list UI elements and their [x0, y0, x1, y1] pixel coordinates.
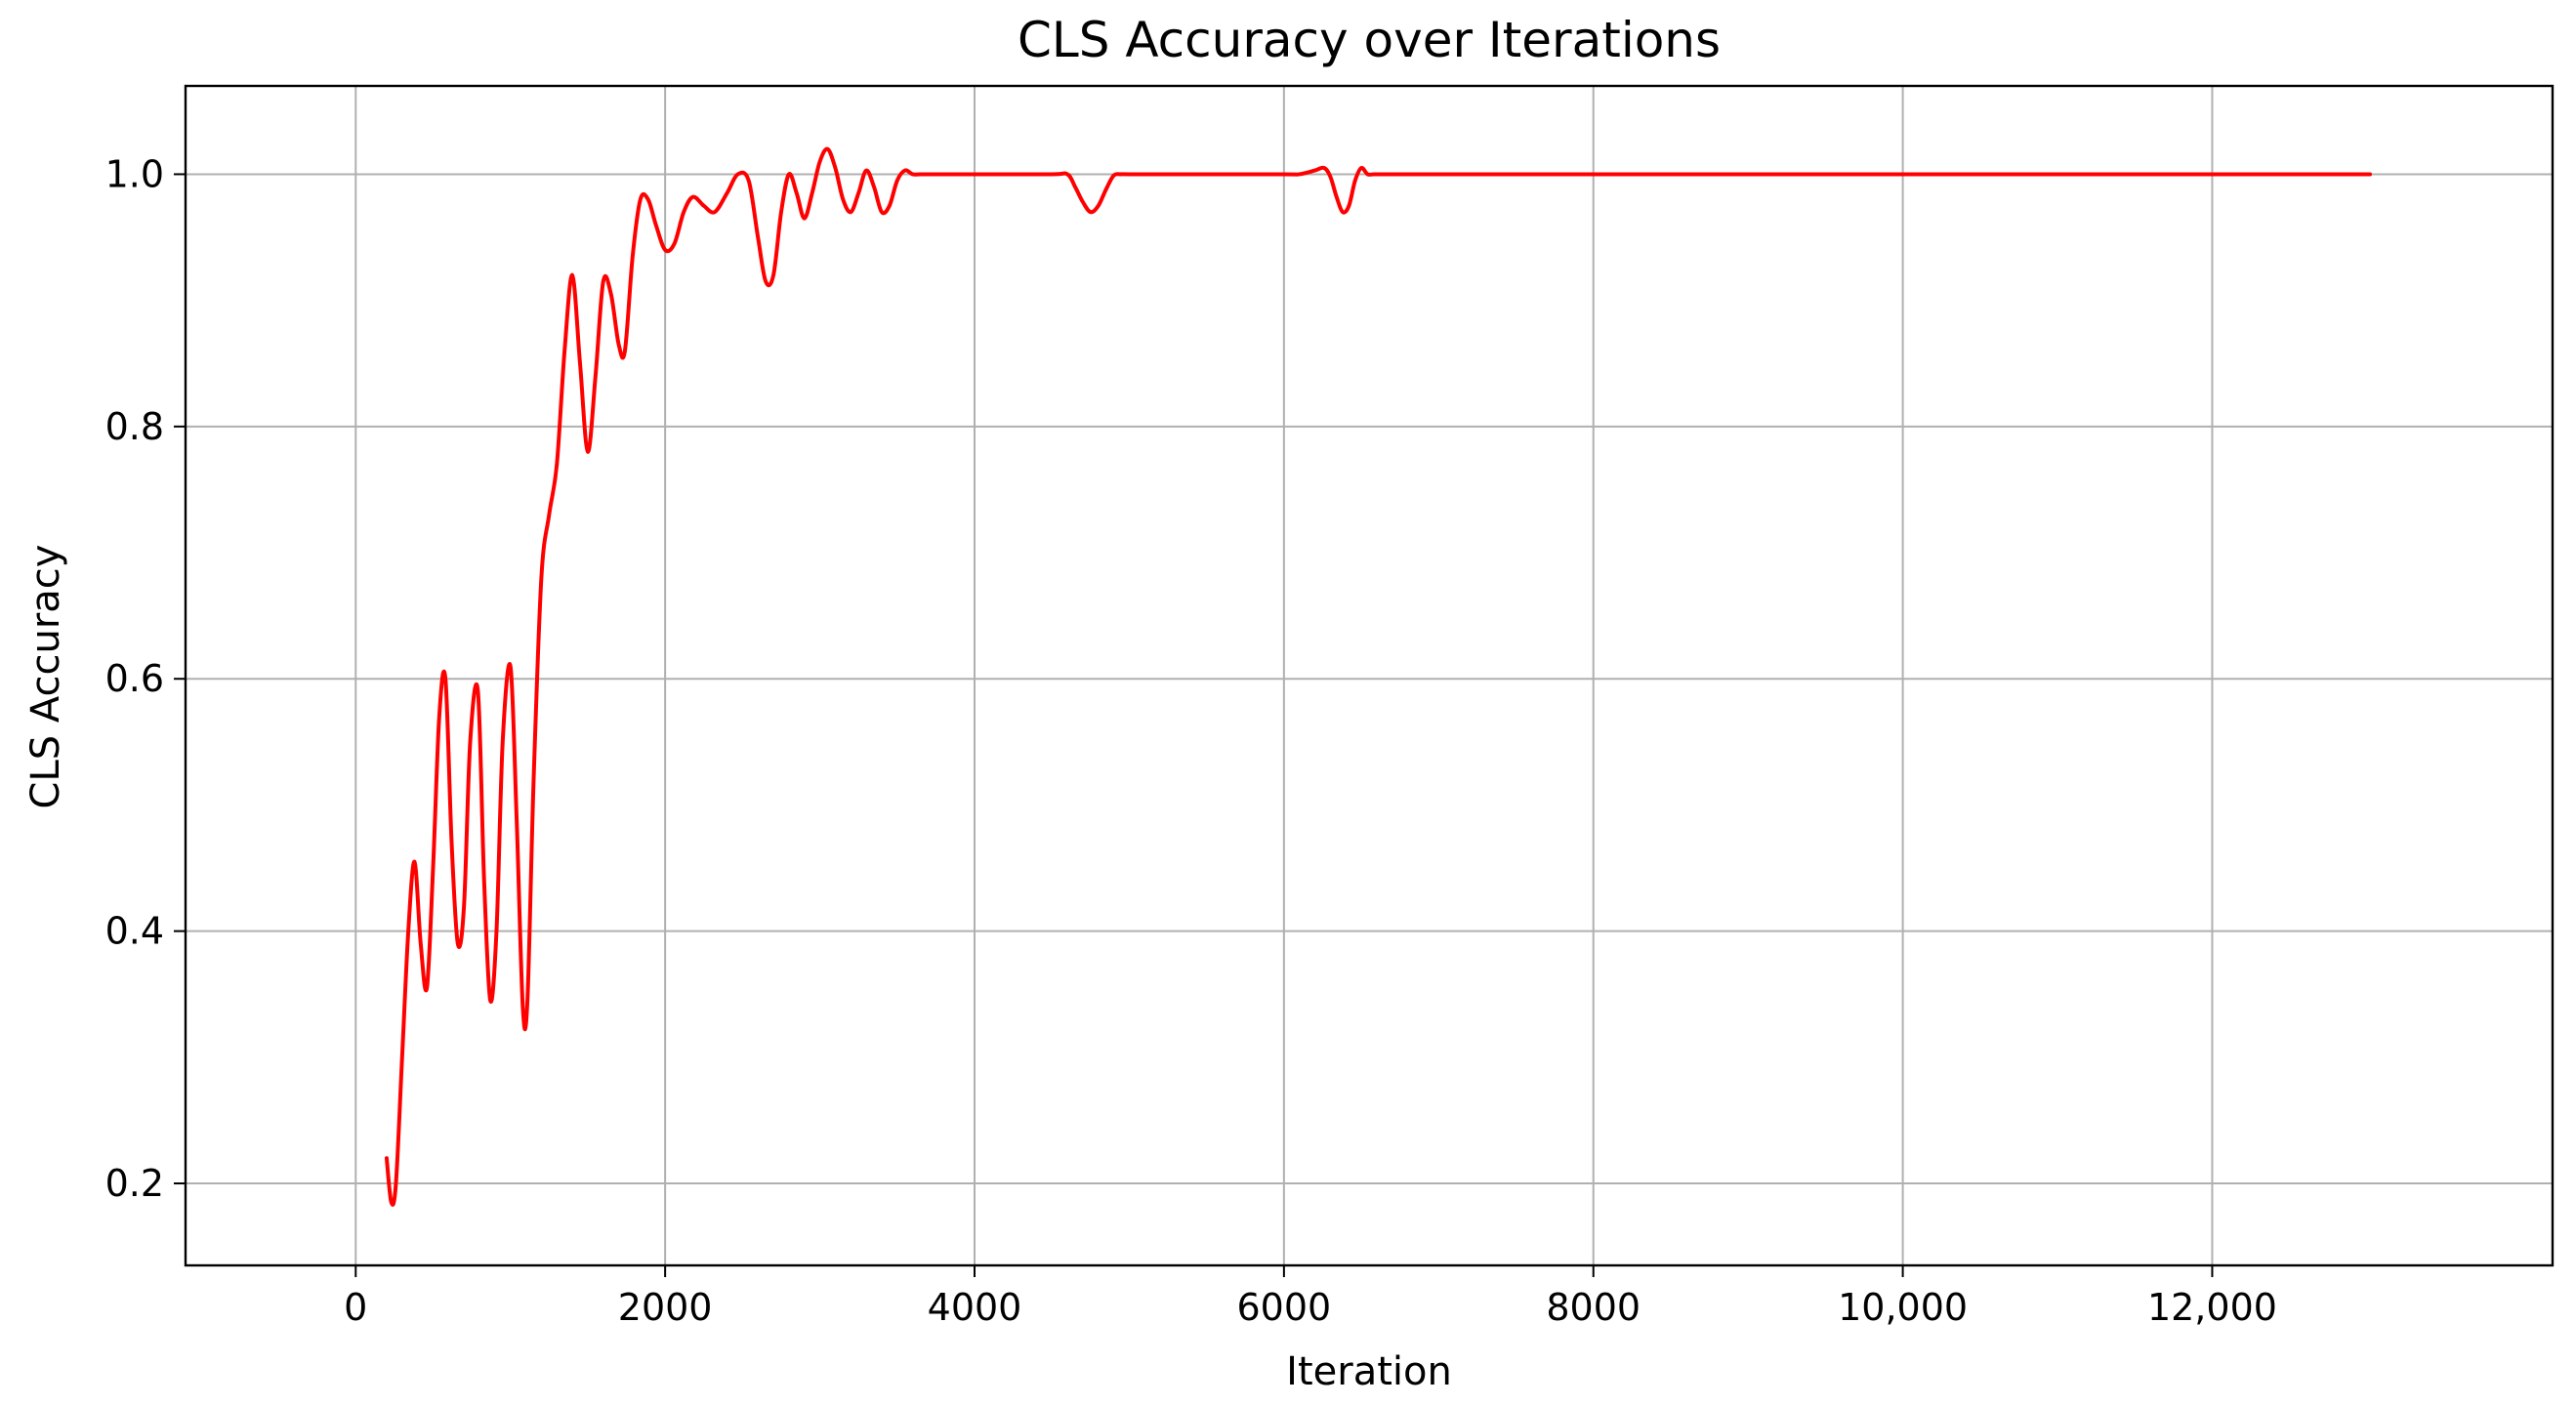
x-tick-label: 10,000	[1838, 1286, 1968, 1329]
y-tick-label: 0.6	[105, 657, 164, 700]
x-tick-label: 0	[344, 1286, 367, 1329]
series-line-0	[384, 146, 2373, 1207]
x-tick-label: 8000	[1546, 1286, 1641, 1329]
series-layer	[384, 146, 2373, 1207]
y-tick-label: 0.8	[105, 405, 164, 448]
y-axis-label: CLS Accuracy	[23, 545, 68, 809]
x-tick-label: 4000	[928, 1286, 1022, 1329]
x-axis-label: Iteration	[1286, 1349, 1452, 1394]
ticks-layer: 0 2000 4000 6000 8000 10,000 12,000 0.2 0.4 0.6 0.…	[105, 152, 2277, 1329]
y-tick-label: 0.4	[105, 910, 164, 953]
y-tick-label: 1.0	[105, 152, 164, 195]
x-tick-label: 2000	[618, 1286, 713, 1329]
x-tick-label: 12,000	[2147, 1286, 2277, 1329]
plot-frame	[184, 84, 2555, 1267]
x-tick-label: 6000	[1237, 1286, 1332, 1329]
grid-layer	[186, 86, 2553, 1265]
chart-title: CLS Accuracy over Iterations	[1018, 12, 1721, 68]
y-tick-label: 0.2	[105, 1162, 164, 1205]
